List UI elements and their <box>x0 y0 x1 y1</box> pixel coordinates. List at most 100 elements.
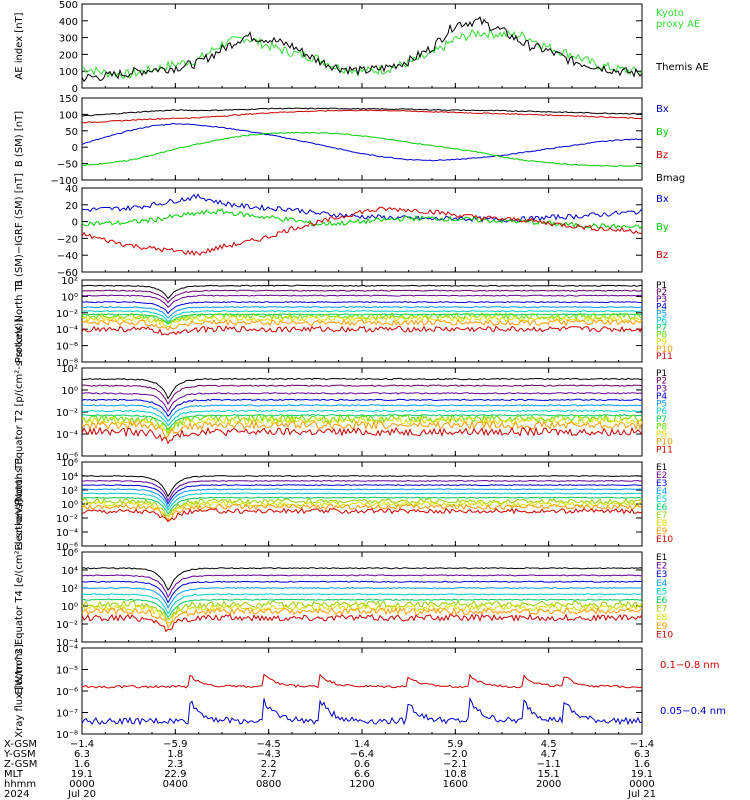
flux-channel-line <box>81 419 643 440</box>
ephemeris-value: 0400 <box>163 779 188 790</box>
flux-channel-line <box>81 580 643 604</box>
ephemeris-value: −2.0 <box>443 749 467 760</box>
legend-entry: P2 <box>656 288 667 298</box>
legend-entry: P9 <box>656 430 667 440</box>
y-tick-label: 10⁶ <box>61 458 78 469</box>
ephemeris-value: 1600 <box>443 779 468 790</box>
ephemeris-value: 19.1 <box>631 769 653 780</box>
y-tick-label: 10² <box>61 584 78 595</box>
panel-6-frame <box>81 551 643 643</box>
legend-entry: E1 <box>656 553 667 563</box>
legend-entry: P2 <box>656 377 667 387</box>
ephemeris-value: 19.1 <box>71 769 93 780</box>
legend-entry: Themis AE <box>655 62 709 73</box>
flux-channel-line <box>81 409 643 427</box>
panel-6-ylabel: Electrons Equator T4 [e/(cm²-s-sr-keV)] <box>14 499 25 694</box>
ephemeris-value: 2.3 <box>167 759 183 770</box>
legend-entry: E3 <box>656 479 667 489</box>
ephemeris-value: 1.8 <box>167 749 183 760</box>
ephemeris-value: 6.3 <box>74 749 90 760</box>
legend-entry: P5 <box>656 400 667 410</box>
legend-entry: 0.05−0.4 nm <box>660 706 726 717</box>
y-tick-label: 0 <box>72 84 78 95</box>
y-tick-label: 150 <box>59 94 78 105</box>
ephemeris-value: 1.6 <box>74 759 90 770</box>
panel-2-ylabel: B (SM)−IGRF (SM) [nT] <box>14 173 25 287</box>
flux-channel-line <box>81 598 643 619</box>
y-tick-label: −40 <box>57 251 78 262</box>
y-tick-label: 300 <box>59 34 78 45</box>
series-line-bz <box>81 109 643 124</box>
legend-entry: Kyoto <box>656 8 684 19</box>
y-tick-label: 10⁻² <box>56 514 78 525</box>
series-line-by <box>81 131 643 167</box>
legend-entry: E3 <box>656 570 667 580</box>
legend-entry: By <box>656 127 669 138</box>
panel-4: 10⁻⁶ 10⁻⁴ 10⁻² 10⁰ 10² Protons Equator T2 [p/… <box>14 319 673 506</box>
flux-channel-line <box>81 289 643 304</box>
legend-entry: E9 <box>656 622 668 632</box>
legend-entry: Bz <box>656 250 668 261</box>
panel-1-ylabel: B (SM) [nT] <box>14 111 25 167</box>
ephemeris-value: 10.8 <box>444 769 466 780</box>
y-tick-label: 10⁻⁶ <box>56 542 78 553</box>
y-tick-label: 500 <box>59 0 78 11</box>
ephemeris-value: 6.3 <box>634 749 650 760</box>
series-line-themis-ae <box>81 16 643 83</box>
flux-channel-line <box>81 301 643 315</box>
ephemeris-value: 15.1 <box>538 769 560 780</box>
y-tick-label: 10⁰ <box>61 602 78 613</box>
panel-6: 10⁻⁴ 10⁻² 10⁰ 10² 10⁴ 10⁶ Electrons Equator T4… <box>14 499 673 694</box>
legend-entry: P4 <box>656 302 667 312</box>
y-tick-label: 10⁻⁴ <box>56 325 78 336</box>
ephemeris-row-label: X-GSM <box>4 739 37 750</box>
flux-channel-line <box>81 311 643 324</box>
legend-entry: E6 <box>656 503 668 513</box>
y-tick-label: 10⁻⁶ <box>56 342 78 353</box>
flux-channel-line <box>81 377 643 400</box>
y-tick-label: 0 <box>72 143 78 154</box>
ephemeris-value: −4.5 <box>257 739 281 750</box>
y-tick-label: 10⁻⁴ <box>56 528 78 539</box>
y-tick-label: −50 <box>57 160 78 171</box>
legend-entry: P1 <box>656 281 667 291</box>
legend-entry: E2 <box>656 471 667 481</box>
ephemeris-value: 1.4 <box>354 739 370 750</box>
ephemeris-value: −1.4 <box>70 739 94 750</box>
legend-entry: E9 <box>656 527 668 537</box>
legend-entry: P4 <box>656 392 667 402</box>
series-line-bmag <box>81 107 643 117</box>
flux-channel-line <box>81 392 643 413</box>
y-tick-label: −20 <box>57 234 78 245</box>
ephemeris-value: 0000 <box>69 779 94 790</box>
legend-entry: E4 <box>656 579 668 589</box>
legend-entry: P6 <box>656 407 667 417</box>
y-tick-label: −100 <box>51 176 78 187</box>
ephemeris-row-label: Y-GSM <box>3 749 36 760</box>
ephemeris-value: 2.2 <box>261 759 277 770</box>
legend-entry: P11 <box>656 445 673 455</box>
legend-entry: E5 <box>656 587 667 597</box>
flux-channel-line <box>81 294 642 308</box>
y-tick-label: 10⁻² <box>56 408 78 419</box>
legend-entry: By <box>656 222 669 233</box>
panel-2: −60 −40 −20 0 20 40 B (SM)−IGRF (SM) [nT] Bx By B… <box>14 173 669 287</box>
series-line-bx <box>81 122 643 162</box>
legend-entry: E1 <box>656 463 667 473</box>
y-tick-label: 100 <box>59 110 78 121</box>
legend-entry: E2 <box>656 562 667 572</box>
legend-entry: E7 <box>656 511 667 521</box>
y-tick-label: 10² <box>61 364 78 375</box>
ephemeris-value: 2000 <box>536 779 561 790</box>
legend-entry: P11 <box>656 352 673 362</box>
flux-channel-line <box>81 398 643 418</box>
flux-channel-line <box>81 574 643 599</box>
y-tick-label: 10⁰ <box>61 386 78 397</box>
series-line-bx <box>81 193 643 223</box>
ephemeris-value: 22.9 <box>164 769 186 780</box>
legend-entry: P8 <box>656 331 667 341</box>
ephemeris-value: 0800 <box>256 779 281 790</box>
legend-entry: P8 <box>656 422 667 432</box>
legend-entry: P7 <box>656 415 667 425</box>
flux-channel-line <box>81 475 643 498</box>
